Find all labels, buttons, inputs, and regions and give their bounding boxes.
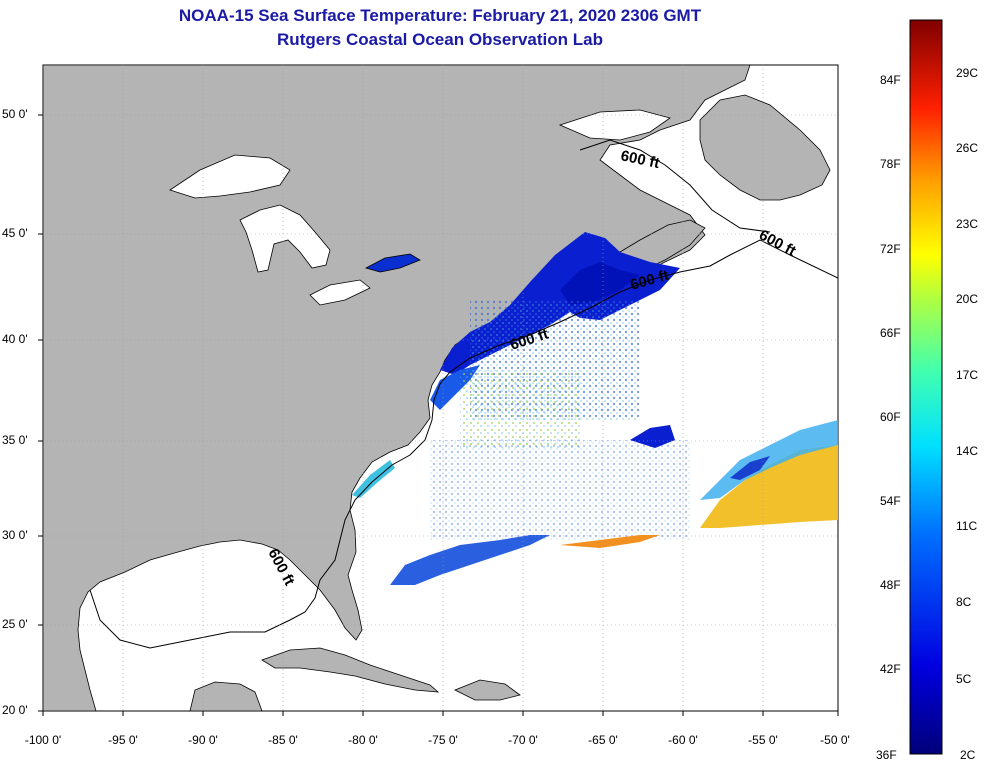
newfoundland-land xyxy=(699,94,831,201)
florida-swath-warm xyxy=(560,535,660,548)
warm-offshore-water xyxy=(700,445,838,528)
warm-offshore-cool-edge xyxy=(700,420,838,500)
x-axis-label: -90 0' xyxy=(188,733,218,747)
cuba-land xyxy=(261,647,440,693)
colorbar-c-label: 5C xyxy=(956,672,972,686)
cold-patch xyxy=(630,425,675,448)
colorbar-f-label: 78F xyxy=(880,157,901,171)
colorbar-f-label: 42F xyxy=(880,662,901,676)
x-axis-label: -100 0' xyxy=(24,733,62,747)
warm-offshore-blue-streak xyxy=(730,456,770,480)
x-axis-label: -50 0' xyxy=(820,733,850,747)
x-axis-label: -60 0' xyxy=(668,733,698,747)
x-axis-label: -75 0' xyxy=(428,733,458,747)
x-axis-label: -85 0' xyxy=(268,733,298,747)
colorbar-c-label: 20C xyxy=(956,292,979,306)
colorbar-f-label: 60F xyxy=(880,410,901,424)
y-axis-label: 45 0' xyxy=(2,226,28,240)
colorbar-f-label: 72F xyxy=(880,242,901,256)
map-subtitle: Rutgers Coastal Ocean Observation Lab xyxy=(277,30,603,49)
y-axis-label: 30 0' xyxy=(2,528,28,542)
x-axis-label: -80 0' xyxy=(348,733,378,747)
florida-swath-edge xyxy=(390,535,550,585)
yucatan-land xyxy=(189,681,263,711)
colorbar-c-label: 14C xyxy=(956,444,979,458)
carolina-coastal-water xyxy=(352,460,395,498)
lake-ontario xyxy=(309,279,371,306)
axis-ticks xyxy=(38,114,839,716)
colorbar-c-label: 17C xyxy=(956,368,979,382)
y-axis-label: 25 0' xyxy=(2,617,28,631)
graticule xyxy=(43,65,838,711)
colorbar-c-label: 23C xyxy=(956,217,979,231)
colorbar-f-label: 54F xyxy=(880,494,901,508)
colorbar-f-label: 36F xyxy=(876,748,897,762)
colorbar-c-label: 29C xyxy=(956,66,979,80)
map-title: NOAA-15 Sea Surface Temperature: Februar… xyxy=(178,6,702,25)
colorbar-f-label: 84F xyxy=(880,73,901,87)
lake-erie xyxy=(364,253,421,273)
colorbar-c-label: 11C xyxy=(956,519,978,533)
scattered-sst-pixels-south xyxy=(460,370,580,450)
colorbar-c-label: 26C xyxy=(956,141,979,155)
cold-gulf-of-maine xyxy=(560,262,640,305)
x-axis-label: -55 0' xyxy=(748,733,778,747)
y-axis-label: 50 0' xyxy=(2,107,28,121)
x-axis-label: -65 0' xyxy=(588,733,618,747)
colorbar xyxy=(909,19,943,755)
colorbar-c-label: 2C xyxy=(960,748,976,762)
y-axis-label: 40 0' xyxy=(2,332,28,346)
x-axis-label: -70 0' xyxy=(508,733,538,747)
600ft-contour-north xyxy=(579,139,771,233)
colorbar-c-label: 8C xyxy=(956,595,972,609)
colorbar-f-label: 48F xyxy=(880,578,901,592)
colorbar-f-label: 66F xyxy=(880,326,901,340)
lake-superior xyxy=(169,154,291,199)
scattered-sst-pixels-outer xyxy=(430,440,690,540)
x-axis-label: -95 0' xyxy=(108,733,138,747)
600ft-contour xyxy=(89,239,838,649)
hudson-strait-water xyxy=(558,109,671,141)
hispaniola-land xyxy=(454,679,521,701)
y-axis-label: 35 0' xyxy=(2,433,28,447)
lake-michigan-huron xyxy=(239,204,331,273)
north-america-land xyxy=(43,65,751,711)
y-axis-label: 20 0' xyxy=(2,703,28,717)
